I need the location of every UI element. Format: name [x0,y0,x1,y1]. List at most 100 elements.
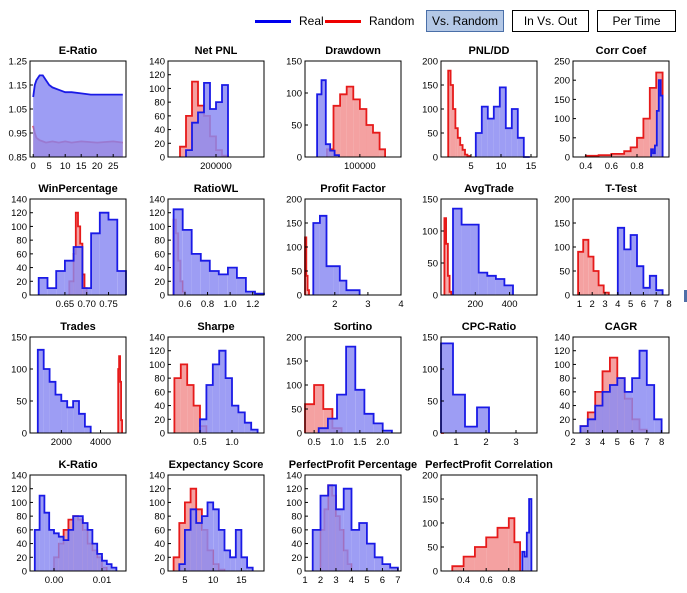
x-tick-label-t-test: 4 [615,299,620,310]
scrollbar-edge[interactable] [684,290,687,302]
x-tick-label-perfectprofit-percentage: 4 [349,575,354,586]
x-tick-label-ratiowl: 0.8 [201,299,214,310]
bar-real-winpercentage [38,277,48,295]
bar-real-sharpe [225,378,232,433]
bar-real-perfectprofit-percentage [374,557,383,571]
bar-real-k-ratio [102,560,107,571]
series-real-e-ratio-line [32,74,123,98]
y-tick-label-k-ratio: 100 [11,498,27,509]
bar-real-net-pnl [186,150,192,157]
chart-title-expectancy-score: Expectancy Score [169,459,264,471]
chart-cagr: CAGR 0 20 40 60 80 100 120 140 2 3 4 5 6 7 8 [554,321,670,448]
series-real-pnl-dd-outline [474,86,530,158]
y-tick-label-e-ratio: 1.05 [9,105,28,116]
chart-perfectprofit-correlation: PerfectProfit Correlation 0 50 100 150 200 0.4… [422,459,553,586]
bar-random-perfectprofit-correlation [463,556,475,571]
legend-label-random: Random [369,14,415,28]
bar-real-expectancy-score [235,529,242,571]
chart-title-pnl-dd: PNL/DD [469,45,510,57]
in-vs-out-button[interactable]: In Vs. Out [512,10,589,32]
series-real-t-test-bars [617,227,663,295]
y-tick-label-corr-coef: 50 [559,133,570,144]
y-tick-label-t-test: 0 [565,291,570,302]
bar-random-corr-coef [611,153,625,157]
bar-real-sharpe [238,412,245,433]
series-real-cpc-ratio-bars [441,343,489,433]
bar-random-t-test [593,271,599,295]
bar-real-k-ratio [44,512,50,571]
x-tick-label-sortino: 1.5 [353,437,366,448]
series-real-corr-coef-outline [650,79,664,157]
chart-trades: Trades 0 50 100 150 2000 4000 [11,321,127,448]
bar-real-cagr [646,385,655,433]
y-tick-label-pnl-dd: 50 [427,129,438,140]
series-random-trades-outline [117,355,123,433]
bar-real-cagr [624,391,633,433]
y-tick-label-perfectprofit-correlation: 0 [433,567,438,578]
bar-real-perfectprofit-percentage [336,509,344,571]
bar-real-t-test [617,227,625,295]
y-tick-label-sharpe: 40 [154,401,165,412]
y-tick-label-corr-coef: 250 [554,57,570,68]
series-real-expectancy-score-bars [179,502,253,571]
y-tick-label-sortino: 50 [291,405,302,416]
x-tick-label-e-ratio: 0 [31,161,36,172]
series-real-profit-factor-outline [312,214,361,295]
x-tick-label-cpc-ratio: 2 [483,437,488,448]
y-tick-label-e-ratio: 1.25 [9,57,28,68]
bar-random-sortino [305,404,315,433]
y-tick-label-pnl-dd: 200 [422,57,438,68]
plot-frame-winpercentage [29,198,127,296]
x-tick-label-profit-factor: 4 [398,299,403,310]
vs-random-button[interactable]: Vs. Random [426,10,504,32]
bar-real-avgtrade [487,275,496,295]
bar-random-trades [119,356,121,433]
bar-real-expectancy-score [196,523,202,571]
bar-real-winpercentage [56,271,65,295]
bar-real-t-test [649,275,657,295]
y-tick-label-k-ratio: 120 [11,484,27,495]
series-real-sharpe-bars [200,350,258,433]
x-tick-label-t-test: 2 [590,299,595,310]
series-real-perfectprofit-percentage-outline [311,484,399,571]
bar-random-sharpe [174,378,181,433]
x-tick-label-cpc-ratio: 1 [453,437,458,448]
bar-real-cagr [580,426,588,433]
series-random-perfectprofit-correlation-bars [452,518,520,571]
per-time-button[interactable]: Per Time [597,10,676,32]
bar-real-sortino [337,394,347,433]
bar-real-expectancy-score [230,557,236,571]
bar-real-winpercentage [108,219,118,295]
bar-real-sortino [382,430,392,433]
bar-real-cagr [595,405,603,433]
series-real-e-ratio-area [33,75,123,157]
bar-real-expectancy-score [213,509,219,571]
y-tick-label-k-ratio: 140 [11,471,27,482]
x-tick-label-sortino: 1.0 [330,437,343,448]
plot-frame-corr-coef [572,60,670,158]
bar-real-trades [73,401,79,433]
bar-real-perfectprofit-percentage [359,523,367,571]
bar-real-cpc-ratio [465,426,477,433]
series-real-net-pnl-outline [185,82,229,157]
bar-real-net-pnl [210,109,216,157]
y-tick-label-e-ratio: 1.15 [9,81,28,92]
y-tick-label-corr-coef: 150 [554,95,570,106]
bar-real-k-ratio [106,564,112,571]
bar-real-drawdown [317,94,322,157]
bar-real-drawdown [334,155,339,157]
y-tick-label-e-ratio: 0.85 [9,153,28,164]
y-tick-label-drawdown: 100 [286,89,302,100]
series-real-net-pnl-bars [186,82,228,157]
bar-real-perfectprofit-correlation [526,532,530,571]
bar-real-trades [84,426,91,433]
y-tick-label-expectancy-score: 60 [154,525,165,536]
bar-random-expectancy-score [173,557,180,571]
plot-frame-trades [29,336,127,434]
series-real-pnl-dd-bars [475,87,524,157]
y-tick-label-sharpe: 140 [149,333,165,344]
plot-frame-cpc-ratio [440,336,538,434]
y-tick-label-ratiowl: 100 [149,222,165,233]
y-tick-label-trades: 50 [16,397,27,408]
bar-random-perfectprofit-correlation [497,527,509,571]
